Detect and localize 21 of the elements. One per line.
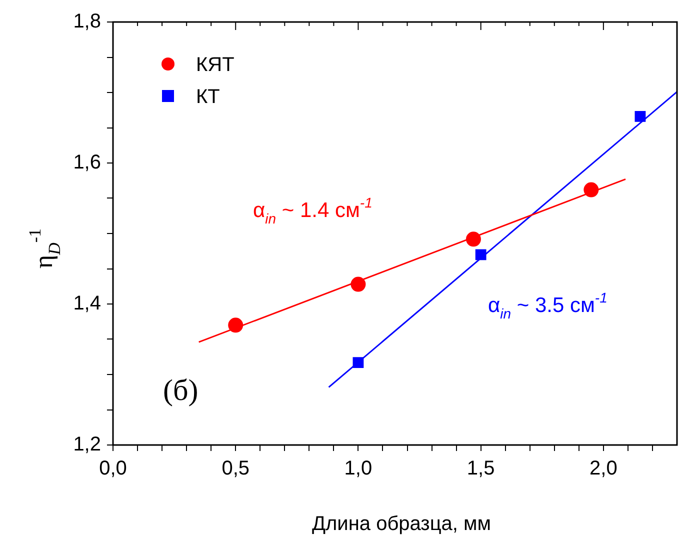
point: [584, 182, 599, 198]
point: [352, 357, 364, 368]
y-axis-title: ηD-1: [25, 228, 64, 269]
x-tick-label: 1,5: [466, 458, 495, 480]
x-tick-label: 0,5: [222, 458, 250, 480]
y-tick-label: 1,4: [73, 292, 101, 315]
point: [228, 318, 244, 333]
x-tick-label: 2,0: [590, 458, 618, 480]
legend-label: КТ: [196, 86, 220, 108]
legend-label: КЯТ: [196, 54, 234, 76]
point: [475, 249, 486, 260]
x-tick-label: 0,0: [99, 458, 127, 480]
x-tick-label: 1,0: [344, 458, 372, 480]
x-axis-title: Длина образца, мм: [312, 513, 492, 535]
y-tick-label: 1,8: [73, 10, 101, 33]
point: [350, 276, 366, 292]
point: [634, 111, 646, 122]
y-tick-label: 1,6: [73, 152, 101, 174]
point: [466, 232, 481, 247]
annotation: (б): [163, 374, 198, 407]
y-tick-label: 1,2: [73, 434, 101, 456]
